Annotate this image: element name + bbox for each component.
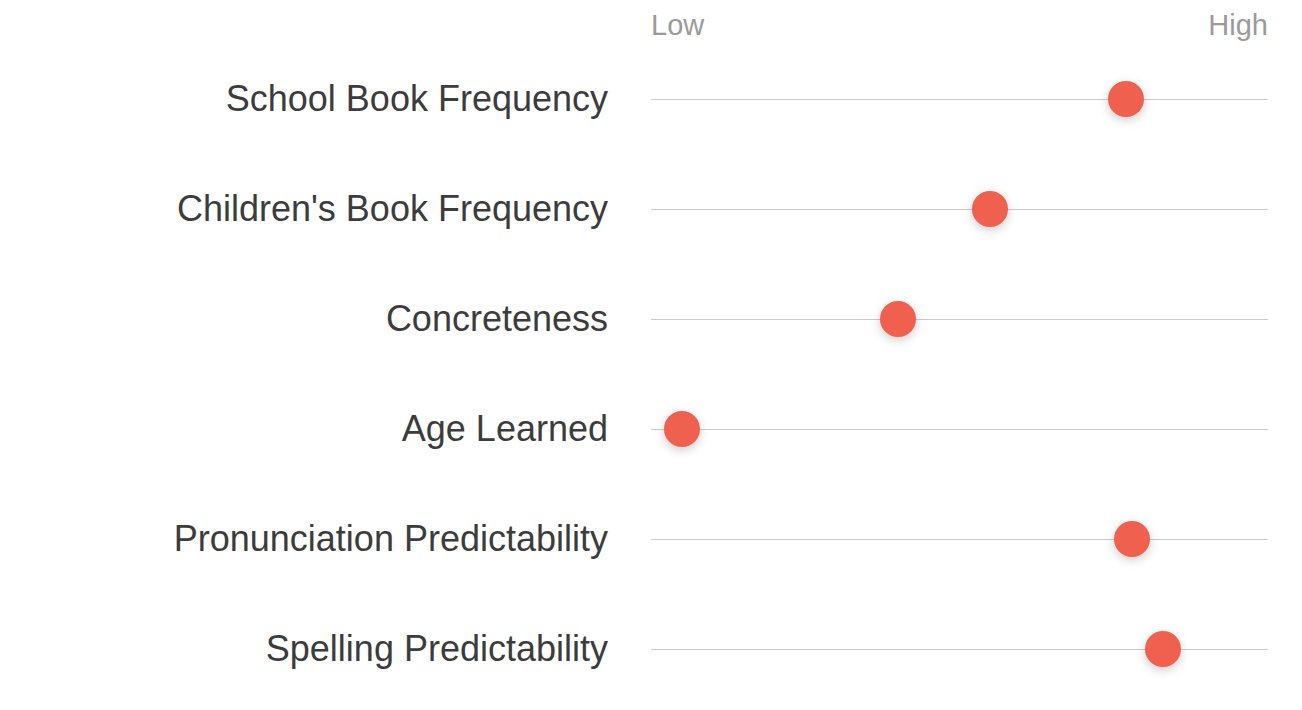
chart-row: Age Learned — [0, 374, 1302, 484]
chart-row: Concreteness — [0, 264, 1302, 374]
value-dot — [664, 411, 700, 447]
value-dot — [972, 191, 1008, 227]
track-line — [651, 429, 1268, 430]
value-dot — [880, 301, 916, 337]
track-line — [651, 209, 1268, 210]
axis-label-low: Low — [651, 10, 704, 42]
chart-row: Pronunciation Predictability — [0, 484, 1302, 594]
chart-rows: School Book Frequency Children's Book Fre… — [0, 44, 1302, 704]
row-label: Children's Book Frequency — [0, 188, 608, 230]
track-line — [651, 319, 1268, 320]
row-label: School Book Frequency — [0, 78, 608, 120]
chart-row: School Book Frequency — [0, 44, 1302, 154]
value-track — [651, 179, 1268, 239]
value-track — [651, 619, 1268, 679]
chart-row: Children's Book Frequency — [0, 154, 1302, 264]
axis-label-high: High — [1208, 10, 1268, 42]
axis-scale-labels: Low High — [651, 0, 1268, 42]
track-line — [651, 539, 1268, 540]
value-track — [651, 509, 1268, 569]
value-track — [651, 69, 1268, 129]
dot-plot-chart: Low High School Book Frequency Children's… — [0, 0, 1302, 710]
chart-row: Spelling Predictability — [0, 594, 1302, 704]
value-dot — [1108, 81, 1144, 117]
axis-header: Low High — [0, 0, 1302, 44]
value-track — [651, 399, 1268, 459]
row-label: Concreteness — [0, 298, 608, 340]
row-label: Spelling Predictability — [0, 628, 608, 670]
value-dot — [1114, 521, 1150, 557]
row-label: Pronunciation Predictability — [0, 518, 608, 560]
value-track — [651, 289, 1268, 349]
track-line — [651, 99, 1268, 100]
value-dot — [1145, 631, 1181, 667]
row-label: Age Learned — [0, 408, 608, 450]
